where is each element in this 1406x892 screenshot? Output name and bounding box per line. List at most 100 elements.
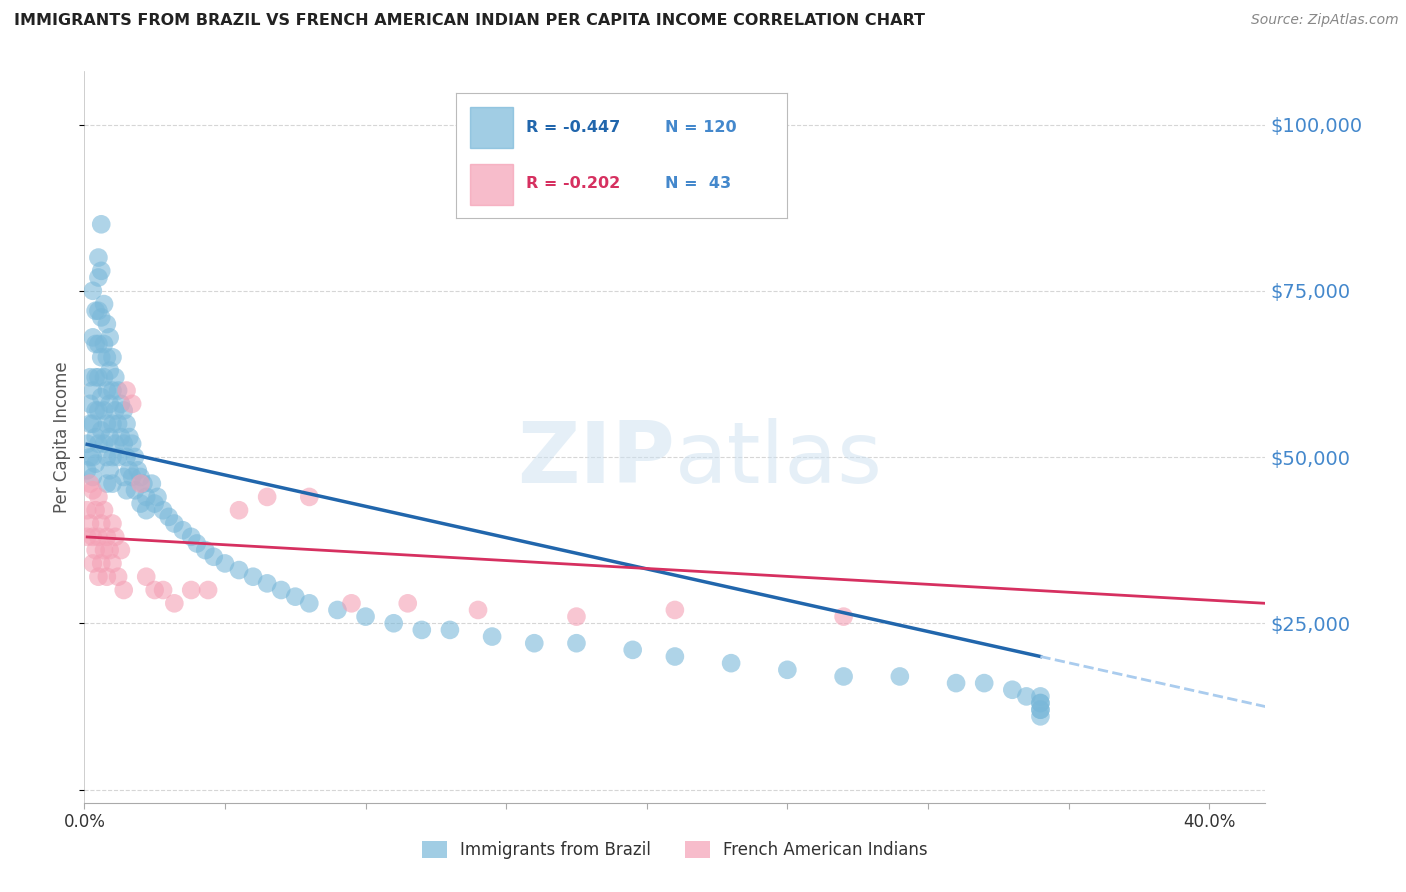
Text: IMMIGRANTS FROM BRAZIL VS FRENCH AMERICAN INDIAN PER CAPITA INCOME CORRELATION C: IMMIGRANTS FROM BRAZIL VS FRENCH AMERICA… xyxy=(14,13,925,29)
Point xyxy=(135,490,157,504)
Point xyxy=(79,370,101,384)
Point xyxy=(98,543,121,558)
Point xyxy=(1029,709,1052,723)
Point xyxy=(127,463,149,477)
Point xyxy=(90,217,112,231)
Point xyxy=(101,476,124,491)
Point xyxy=(76,530,98,544)
Point xyxy=(112,470,135,484)
Point xyxy=(467,603,489,617)
Point xyxy=(82,450,104,464)
Point xyxy=(104,370,127,384)
Point xyxy=(143,582,166,597)
Point xyxy=(98,330,121,344)
Point xyxy=(96,570,118,584)
Point xyxy=(256,490,278,504)
Point xyxy=(135,570,157,584)
Point xyxy=(76,463,98,477)
Point xyxy=(107,450,129,464)
Point xyxy=(110,397,132,411)
Point xyxy=(135,503,157,517)
Point xyxy=(284,590,307,604)
Point xyxy=(87,436,110,450)
Point xyxy=(90,557,112,571)
Point xyxy=(98,463,121,477)
Point xyxy=(197,582,219,597)
Point xyxy=(481,630,503,644)
Point xyxy=(96,384,118,398)
Point xyxy=(82,284,104,298)
Point xyxy=(84,337,107,351)
Point xyxy=(565,636,588,650)
Point xyxy=(93,403,115,417)
Point xyxy=(776,663,799,677)
Point xyxy=(87,337,110,351)
Point xyxy=(101,384,124,398)
Point xyxy=(1029,690,1052,704)
Point xyxy=(129,497,152,511)
Point xyxy=(87,303,110,318)
Text: ZIP: ZIP xyxy=(517,417,675,500)
Point xyxy=(87,490,110,504)
Point xyxy=(115,483,138,498)
Point xyxy=(354,609,377,624)
Point xyxy=(93,370,115,384)
Point xyxy=(82,417,104,431)
Point xyxy=(87,270,110,285)
Point xyxy=(96,417,118,431)
Point xyxy=(242,570,264,584)
Point xyxy=(186,536,208,550)
Point xyxy=(121,436,143,450)
Point xyxy=(82,470,104,484)
Point xyxy=(298,490,321,504)
Point xyxy=(84,403,107,417)
Point xyxy=(93,297,115,311)
Point xyxy=(79,516,101,531)
Point xyxy=(439,623,461,637)
Point xyxy=(523,636,546,650)
Point xyxy=(84,430,107,444)
Point xyxy=(121,470,143,484)
Point xyxy=(96,317,118,331)
Point xyxy=(1015,690,1038,704)
Point xyxy=(152,503,174,517)
Point xyxy=(84,303,107,318)
Point xyxy=(79,476,101,491)
Point xyxy=(82,384,104,398)
Point xyxy=(565,609,588,624)
Point xyxy=(163,516,186,531)
Point xyxy=(1029,696,1052,710)
Point xyxy=(124,450,146,464)
Point xyxy=(87,570,110,584)
Point xyxy=(79,450,101,464)
Point xyxy=(90,351,112,365)
Point xyxy=(93,503,115,517)
Point xyxy=(118,430,141,444)
Point xyxy=(101,516,124,531)
Point xyxy=(152,582,174,597)
Point xyxy=(96,530,118,544)
Point xyxy=(270,582,292,597)
Point xyxy=(79,397,101,411)
Point xyxy=(98,363,121,377)
Point xyxy=(172,523,194,537)
Point xyxy=(87,370,110,384)
Point xyxy=(84,503,107,517)
Point xyxy=(664,649,686,664)
Point xyxy=(110,430,132,444)
Point xyxy=(98,397,121,411)
Point xyxy=(84,370,107,384)
Point xyxy=(621,643,644,657)
Point xyxy=(96,476,118,491)
Point xyxy=(129,470,152,484)
Point xyxy=(90,264,112,278)
Point xyxy=(82,330,104,344)
Point xyxy=(396,596,419,610)
Point xyxy=(104,403,127,417)
Point xyxy=(96,351,118,365)
Point xyxy=(411,623,433,637)
Point xyxy=(107,570,129,584)
Point xyxy=(298,596,321,610)
Point xyxy=(889,669,911,683)
Point xyxy=(84,543,107,558)
